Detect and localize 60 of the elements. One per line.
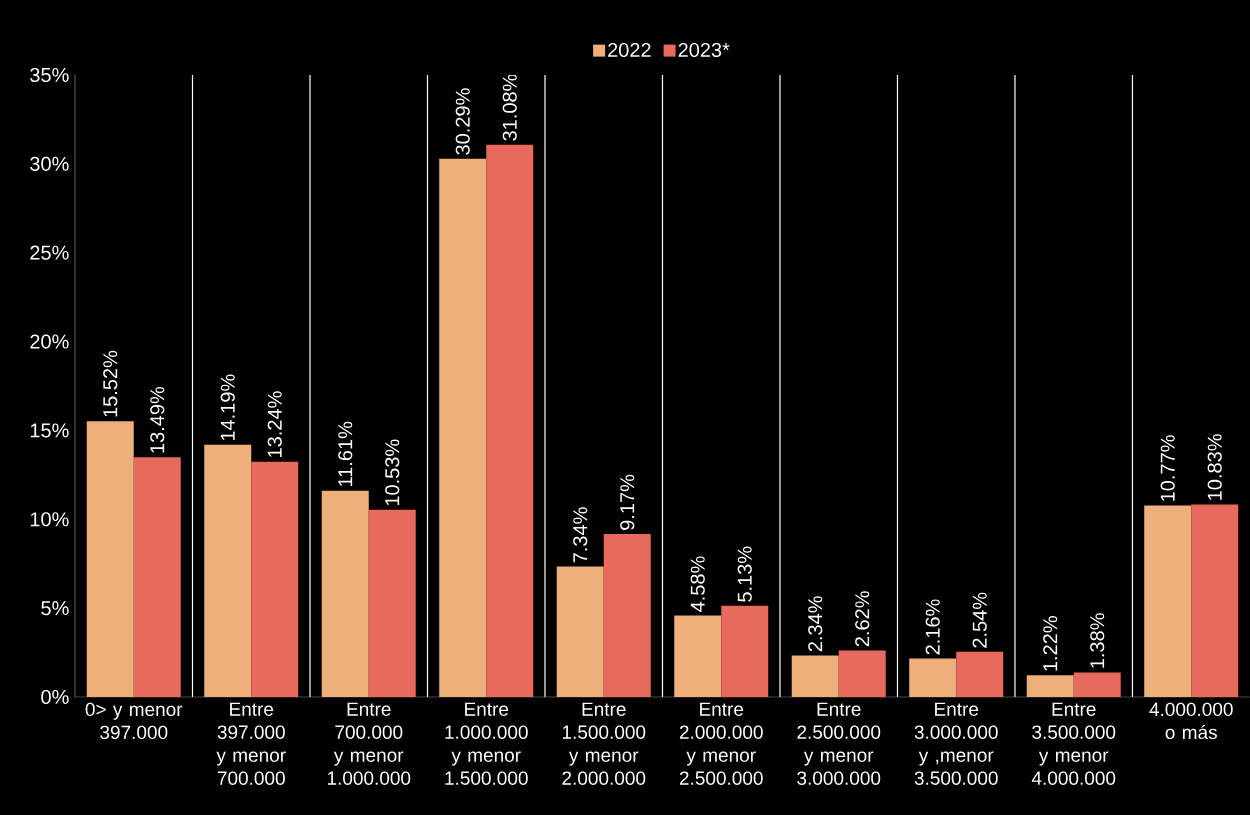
x-tick-label: Entre 700.000 y menor 1.000.000: [327, 702, 411, 785]
bar: [909, 658, 957, 697]
data-label: 10.53%: [385, 439, 400, 506]
y-tick-label: 15%: [30, 423, 69, 438]
bar: [603, 534, 651, 697]
data-label: 11.61%: [338, 421, 353, 486]
bar: [791, 655, 839, 697]
bar: [133, 457, 181, 697]
data-label: 5.13%: [737, 546, 752, 602]
x-tick-label: Entre 3.000.000 y ,menor 3.500.000: [914, 702, 998, 785]
y-tick-label: 25%: [30, 245, 69, 260]
data-label: 7.34%: [573, 507, 588, 563]
y-tick-label: 0%: [41, 689, 69, 705]
bar: [956, 651, 1004, 697]
x-tick-label: Entre 397.000 y menor 700.000: [216, 702, 286, 785]
bar: [86, 421, 134, 697]
bar: [674, 615, 722, 697]
bar: [1191, 504, 1239, 697]
bar: [1073, 672, 1121, 697]
x-tick-label: 0> y menor 397.000: [85, 702, 183, 740]
data-label: 31.08%: [502, 74, 517, 141]
y-tick-label: 35%: [30, 67, 69, 83]
legend-label: 2022: [608, 42, 651, 58]
x-tick-label: Entre 3.500.000 y menor 4.000.000: [1031, 702, 1116, 785]
bar: [204, 444, 252, 697]
bar: [439, 158, 487, 697]
y-tick-label: 10%: [30, 512, 69, 527]
data-label: 10.83%: [1207, 434, 1222, 500]
x-tick-label: Entre 2.000.000 y menor 2.500.000: [679, 702, 763, 785]
x-tick-label: Entre 2.500.000 y menor 3.000.000: [797, 702, 881, 785]
data-label: 1.22%: [1043, 616, 1058, 671]
x-tick-label: Entre 1.000.000 y menor 1.500.000: [445, 702, 528, 785]
bar: [486, 144, 534, 697]
data-label: 10.77%: [1160, 435, 1175, 501]
data-label: 1.38%: [1090, 613, 1105, 668]
data-label: 13.24%: [267, 391, 282, 457]
data-label: 2.34%: [808, 596, 823, 652]
data-label: 2.54%: [972, 592, 987, 648]
data-label: 4.58%: [690, 556, 705, 612]
bar: [838, 650, 886, 697]
data-label: 14.19%: [220, 374, 235, 441]
bar: [721, 605, 769, 697]
y-tick-label: 20%: [30, 334, 69, 349]
x-tick-label: Entre 1.500.000 y menor 2.000.000: [562, 702, 646, 785]
bar: [368, 509, 416, 697]
bar: [1026, 675, 1074, 697]
data-label: 2.16%: [925, 599, 940, 655]
bar: [556, 566, 604, 697]
x-tick-label: 4.000.000 o más: [1149, 702, 1233, 740]
data-label: 13.49%: [150, 386, 165, 453]
y-tick-label: 30%: [30, 156, 69, 171]
y-tick-label: 5%: [41, 601, 69, 616]
data-label: 2.62%: [855, 591, 870, 647]
data-label: 30.29%: [455, 88, 470, 155]
bar: [321, 490, 369, 697]
data-label: 15.52%: [103, 350, 118, 417]
bar: [1144, 505, 1192, 697]
data-label: 9.17%: [620, 474, 635, 530]
bar: [251, 461, 299, 697]
legend-label: 2023*: [678, 42, 730, 58]
